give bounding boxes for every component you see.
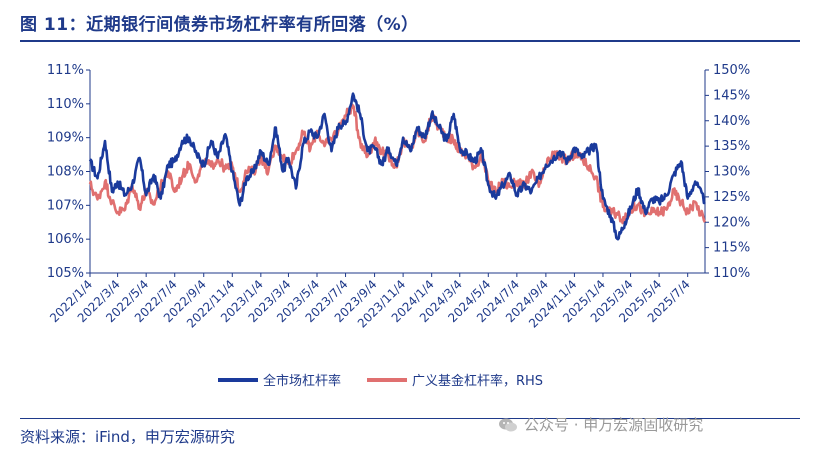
legend-label: 全市场杠杆率 <box>263 373 341 389</box>
y-left-tick-label: 106% <box>47 232 84 247</box>
x-axis: 2022/1/42022/3/42022/5/42022/7/42022/9/4… <box>47 273 693 331</box>
y-right-tick-label: 115% <box>713 241 750 256</box>
watermark: 公众号 · 申万宏源固收研究 <box>498 414 703 435</box>
watermark-text: 公众号 · 申万宏源固收研究 <box>524 416 704 434</box>
y-left-tick-label: 108% <box>47 165 84 180</box>
y-right-tick-label: 140% <box>713 114 750 129</box>
series-line-market <box>88 92 706 241</box>
wechat-icon <box>499 418 517 431</box>
y-left-tick-label: 109% <box>47 131 84 146</box>
source-note: 资料来源：iFind，申万宏源研究 <box>20 428 235 446</box>
y-left-tick-label: 111% <box>47 63 84 78</box>
page-title: 图 11：近期银行间债券市场杠杆率有所回落（%） <box>20 15 419 35</box>
y-right-tick-label: 125% <box>713 190 750 205</box>
title-rule <box>20 40 800 42</box>
source-rule <box>20 418 800 419</box>
y-right-axis: 110% 115% 120% 125% 130% 135% 140% 145% 150% <box>705 63 750 281</box>
y-right-tick-label: 130% <box>713 165 750 180</box>
y-left-tick-label: 110% <box>47 97 84 112</box>
y-right-tick-label: 150% <box>713 63 750 78</box>
y-right-tick-label: 110% <box>713 266 750 281</box>
legend-label: 广义基金杠杆率，RHS <box>412 373 543 389</box>
leverage-line-chart: 105% 106% 107% 108% 109% 110% 111% 110% 115% 120… <box>47 63 750 389</box>
y-right-tick-label: 120% <box>713 215 750 230</box>
y-left-tick-label: 105% <box>47 266 84 281</box>
series-layer <box>88 92 707 241</box>
y-left-axis: 105% 106% 107% 108% 109% 110% 111% <box>47 63 90 281</box>
legend: 全市场杠杆率 广义基金杠杆率，RHS <box>218 373 543 389</box>
y-right-tick-label: 135% <box>713 139 750 154</box>
y-right-tick-label: 145% <box>713 88 750 103</box>
y-left-tick-label: 107% <box>47 198 84 213</box>
